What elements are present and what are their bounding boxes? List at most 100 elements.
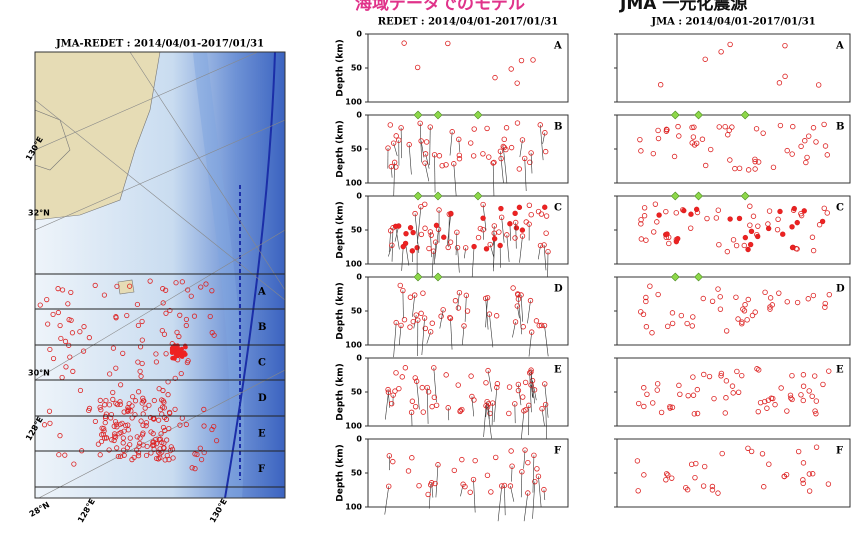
tick-label: 0 — [356, 111, 362, 120]
hypocenter — [393, 224, 398, 229]
tick-label: 50 — [351, 226, 363, 235]
header-right: JMA 一元化震源 — [619, 0, 747, 14]
hypocenter — [780, 232, 785, 237]
tick-label: 0 — [356, 354, 362, 363]
hypocenter — [498, 243, 503, 248]
tick-label: 100 — [345, 179, 362, 188]
hypocenter — [737, 216, 742, 221]
section-panel — [368, 277, 568, 345]
column-title: REDET : 2014/04/01-2017/01/31 — [378, 17, 558, 28]
panel-letter: E — [554, 365, 562, 376]
hypocenter — [472, 244, 477, 249]
hypocenter — [542, 205, 547, 210]
tick-label: 100 — [345, 422, 362, 431]
hypocenter — [790, 225, 795, 230]
section-panel — [617, 34, 850, 102]
hypocenter — [748, 242, 753, 247]
axis-label: Depth (km) — [336, 39, 346, 96]
panel-letter: D — [554, 284, 563, 295]
map-label: 32°N — [28, 209, 50, 218]
hypocenter — [441, 235, 446, 240]
tick-label: 0 — [356, 273, 362, 282]
section-panel — [368, 34, 568, 102]
hypocenter — [484, 246, 489, 251]
tick-label: 50 — [351, 145, 363, 154]
tick-label: 100 — [345, 341, 362, 350]
section-label: F — [258, 464, 265, 475]
tick-label: 0 — [356, 192, 362, 201]
panel-letter: F — [554, 446, 561, 457]
hypocenter — [728, 217, 733, 222]
hypocenter — [492, 236, 497, 241]
hypocenter — [694, 207, 699, 212]
panel-letter: B — [836, 122, 844, 133]
tick-label: 50 — [351, 64, 363, 73]
tick-label: 100 — [345, 98, 362, 107]
panel-letter: A — [553, 41, 562, 52]
section-label: D — [258, 393, 267, 404]
hypocenter — [434, 223, 439, 228]
epicenter — [177, 348, 181, 352]
hypocenter — [766, 226, 771, 231]
figure: 海域データでのモデル JMA 一元化震源 JMA-REDET : 2014/04… — [0, 0, 856, 539]
panel-letter: C — [836, 203, 844, 214]
hypocenter — [513, 211, 518, 216]
epicenter — [172, 356, 176, 360]
header-left: 海域データでのモデル — [355, 0, 525, 14]
hypocenter — [689, 212, 694, 217]
hypocenter — [520, 228, 525, 233]
hypocenter — [408, 225, 413, 230]
hypocenter — [749, 229, 754, 234]
hypocenter — [517, 205, 522, 210]
hypocenter — [675, 236, 680, 241]
hypocenter — [499, 206, 504, 211]
tick-label: 0 — [356, 30, 362, 39]
panel-letter: B — [554, 122, 562, 133]
section-label: E — [258, 429, 266, 440]
hypocenter — [657, 213, 662, 218]
panel-letter: C — [554, 203, 562, 214]
map-label: 28°N — [28, 500, 51, 519]
hypocenter — [746, 247, 751, 252]
section-panel — [368, 439, 568, 507]
map-title: JMA-REDET : 2014/04/01-2017/01/31 — [55, 39, 264, 50]
map — [35, 40, 285, 500]
map-label: 128°E — [76, 497, 97, 524]
hypocenter — [802, 209, 807, 214]
section-label: C — [258, 358, 266, 369]
epicenter — [172, 350, 176, 354]
hypocenter — [514, 226, 519, 231]
panel-letter: D — [836, 284, 845, 295]
hypocenter — [401, 244, 406, 249]
tick-label: 50 — [351, 388, 363, 397]
panel-letter: A — [835, 41, 844, 52]
epicenter — [183, 345, 187, 349]
section-panel — [368, 358, 568, 426]
hypocenter — [410, 249, 415, 254]
map-label: 30°N — [28, 369, 50, 378]
hypocenter — [778, 209, 783, 214]
hypocenter — [411, 230, 416, 235]
tick-label: 100 — [345, 260, 362, 269]
axis-label: Depth (km) — [336, 282, 346, 339]
tick-label: 50 — [351, 469, 363, 478]
tick-label: 100 — [345, 503, 362, 512]
map-label: 130°E — [208, 497, 229, 524]
hypocenter — [481, 216, 486, 221]
epicenter — [180, 354, 184, 358]
tick-label: 0 — [356, 435, 362, 444]
hypocenter — [665, 232, 670, 237]
panel-letter: F — [836, 446, 843, 457]
section-label: A — [257, 287, 266, 298]
hypocenter — [404, 231, 409, 236]
axis-label: Depth (km) — [336, 444, 346, 501]
hypocenter — [743, 235, 748, 240]
column-title: JMA : 2014/04/01-2017/01/31 — [650, 17, 815, 28]
section-label: B — [258, 322, 266, 333]
hypocenter — [820, 219, 825, 224]
axis-label: Depth (km) — [336, 363, 346, 420]
panel-letter: E — [836, 365, 844, 376]
tick-label: 50 — [351, 307, 363, 316]
hypocenter — [508, 221, 513, 226]
axis-label: Depth (km) — [336, 201, 346, 258]
